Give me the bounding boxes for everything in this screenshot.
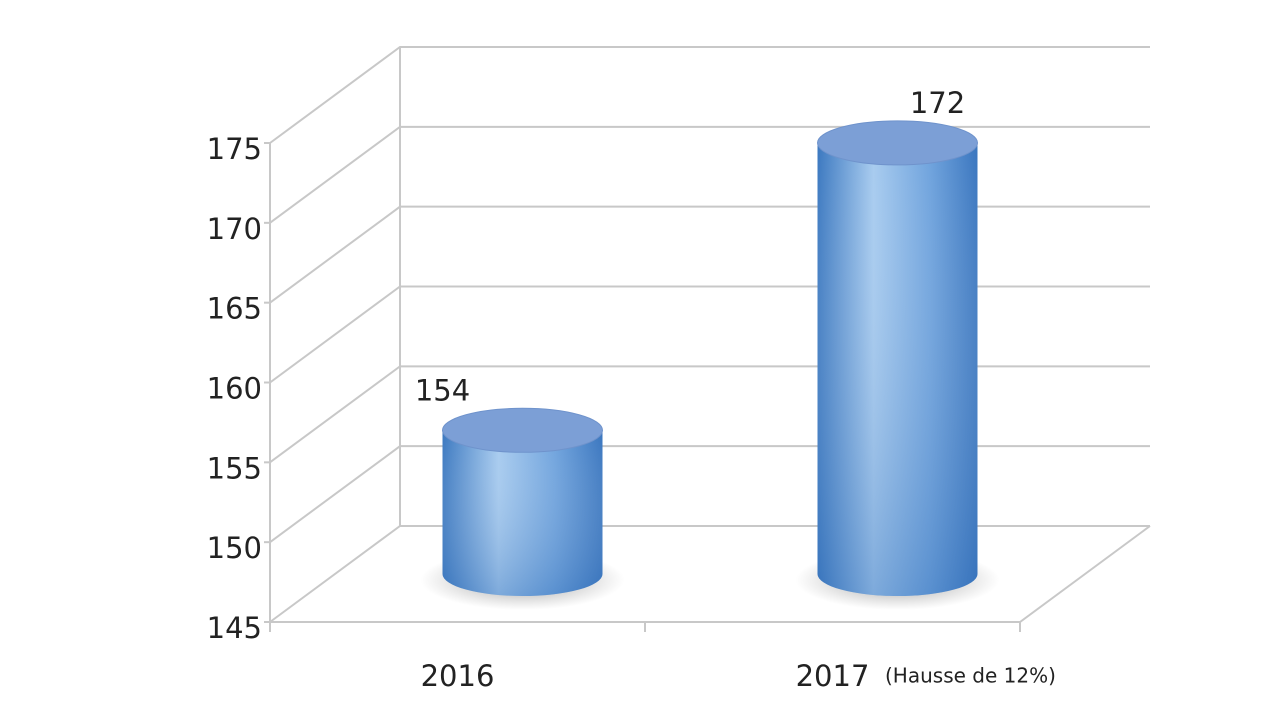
x-tick-label: 2017	[796, 659, 870, 693]
y-tick-label: 165	[207, 292, 262, 326]
bar-shade	[817, 142, 978, 596]
grid-line	[269, 125, 1150, 224]
y-tick-label: 170	[207, 212, 262, 246]
x-tick-label: 2016	[421, 659, 495, 693]
y-tick-label: 150	[207, 531, 262, 565]
grid-line	[269, 46, 1150, 144]
bar-top	[442, 407, 603, 453]
annotation: (Hausse de 12%)	[885, 664, 1056, 688]
grid-line	[269, 525, 1150, 623]
floor-edge	[270, 525, 1151, 623]
bar-shade	[442, 430, 603, 596]
value-label: 172	[910, 86, 965, 120]
grid-line	[269, 445, 1150, 543]
grid-line	[269, 205, 1150, 304]
y-tick-label: 145	[207, 611, 262, 645]
y-tick-label: 155	[207, 451, 262, 485]
value-label: 154	[415, 373, 470, 407]
y-tick-label: 160	[207, 372, 262, 406]
grid-line	[269, 365, 1150, 464]
grid-line	[269, 285, 1150, 384]
y-tick-label: 175	[207, 132, 262, 166]
bar-top	[817, 120, 978, 166]
